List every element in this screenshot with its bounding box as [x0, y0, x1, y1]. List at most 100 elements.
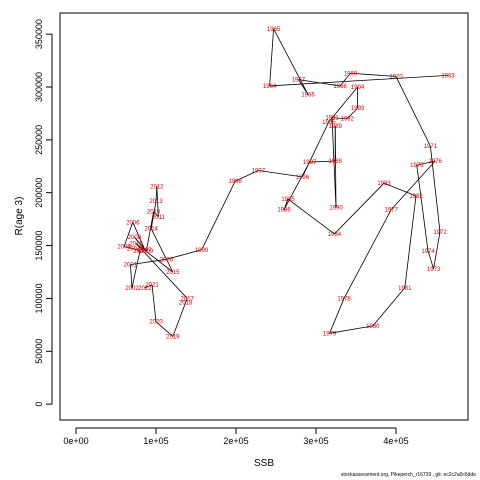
- year-label-2020: 2020: [149, 320, 163, 326]
- trajectory-segment-1999-2000: [166, 249, 202, 260]
- year-label-1987: 1987: [303, 160, 317, 166]
- trajectory-segment-1981-1982: [404, 195, 417, 288]
- trajectory-segment-1970-1971: [395, 76, 431, 147]
- trajectory-segment-1978-1979: [329, 298, 345, 334]
- trajectory-segment-2014-2015: [150, 228, 174, 273]
- trajectory-segment-1991-1992: [331, 117, 348, 120]
- year-label-2002: 2002: [125, 286, 139, 292]
- year-label-2004: 2004: [127, 247, 141, 253]
- year-label-1978: 1978: [337, 296, 351, 302]
- year-label-1969: 1969: [344, 71, 358, 77]
- year-label-2012: 2012: [150, 184, 164, 190]
- year-label-2014: 2014: [145, 227, 159, 233]
- trajectory-segment-1977-1978: [343, 209, 392, 299]
- year-label-1977: 1977: [385, 208, 399, 214]
- year-label-2007: 2007: [138, 248, 152, 254]
- trajectory-segment-1980-1981: [372, 287, 406, 327]
- y-axis: 0 50000 100000 150000 200000 250000 300000 3500…: [34, 19, 53, 407]
- trajectory-segment-1971-1972: [430, 146, 441, 232]
- trajectory-segment-2020-2021: [151, 284, 157, 322]
- trajectory-segment-1990-1991: [331, 117, 337, 208]
- year-label-1994: 1994: [351, 85, 365, 91]
- y-tick-label: 100000: [34, 283, 44, 313]
- trajectory-segment-2002-2003: [131, 250, 141, 288]
- trajectory-segment-2009-2010: [146, 211, 154, 251]
- year-label-1971: 1971: [424, 144, 438, 150]
- y-tick-label: 300000: [34, 72, 44, 102]
- trajectory-segment-1987-1988: [309, 160, 336, 163]
- x-tick-label: 3e+05: [303, 436, 328, 446]
- trajectory-segment-2000-2001: [130, 258, 167, 265]
- trajectory-segment-1973-1974: [427, 250, 434, 269]
- trajectory-segment-1968-1969: [339, 73, 351, 87]
- y-tick-label: 50000: [34, 339, 44, 364]
- year-label-1988: 1988: [329, 159, 343, 165]
- trajectory-segment-1982-1983: [383, 182, 417, 197]
- y-tick-label: 250000: [34, 125, 44, 155]
- trajectory-segment-2016-2017: [135, 243, 188, 299]
- year-label-1983: 1983: [377, 181, 391, 187]
- year-label-2011: 2011: [152, 215, 166, 221]
- trajectory-segment-1983-1984: [334, 182, 385, 235]
- year-label-2003: 2003: [133, 249, 147, 255]
- x-tick-label: 4e+05: [383, 436, 408, 446]
- year-label-2013: 2013: [149, 199, 163, 205]
- year-label-2016: 2016: [129, 241, 143, 247]
- year-label-2022: 2022: [138, 286, 152, 292]
- year-label-1972: 1972: [433, 230, 447, 236]
- trajectory-segment-1984-1985: [287, 198, 335, 235]
- trajectory-segment-1969-1970: [350, 72, 397, 77]
- trajectory-segment-1994-1995: [328, 86, 358, 123]
- year-label-1964: 1964: [263, 84, 277, 90]
- year-label-2015: 2015: [166, 270, 180, 276]
- y-tick-label: 350000: [34, 19, 44, 49]
- year-label-1995: 1995: [322, 120, 336, 126]
- trajectory-segment-1964-1965: [269, 28, 274, 86]
- year-label-1970: 1970: [389, 74, 403, 80]
- trajectory-segment-1967-1968: [298, 79, 341, 87]
- year-label-1979: 1979: [323, 331, 337, 337]
- year-label-1968: 1968: [333, 84, 347, 90]
- year-label-1998: 1998: [229, 179, 243, 185]
- trajectory-segment-1972-1973: [433, 231, 441, 269]
- x-tick-label: 1e+05: [143, 436, 168, 446]
- trajectory-segment-1974-1975: [416, 165, 429, 251]
- trajectory-segment-1998-1999: [201, 180, 236, 250]
- trajectory-segment-1976-1977: [390, 160, 436, 210]
- year-label-1991: 1991: [325, 116, 339, 122]
- trajectory-segment-2017-2018: [185, 298, 188, 303]
- trajectory-segment-1966-1967: [298, 79, 309, 95]
- trajectory-segment-1997-1998: [235, 170, 259, 182]
- year-label-1973: 1973: [427, 267, 441, 273]
- year-label-2010: 2010: [147, 210, 161, 216]
- year-label-1974: 1974: [421, 249, 435, 255]
- trajectory-segment-2001-2002: [130, 264, 133, 288]
- trajectory-segment-1965-1966: [273, 28, 309, 95]
- trajectory-segment-2021-2022: [144, 284, 153, 289]
- year-label-1985: 1985: [281, 197, 295, 203]
- year-label-2018: 2018: [179, 301, 193, 307]
- x-axis-title: SSB: [254, 458, 274, 469]
- year-label-2006: 2006: [126, 220, 140, 226]
- year-label-2000: 2000: [160, 257, 174, 263]
- year-labels: 1963 1964 1965 1966 1967 1968 1969 1970 1971 1972…: [117, 27, 455, 341]
- trajectory-segment-2013-2014: [150, 201, 157, 229]
- y-tick-label: 150000: [34, 231, 44, 261]
- year-label-1984: 1984: [328, 232, 342, 238]
- x-tick-label: 0e+00: [63, 436, 88, 446]
- year-label-2008: 2008: [128, 235, 142, 241]
- year-label-1966: 1966: [301, 92, 315, 98]
- trajectory-segment-1996-1997: [258, 170, 303, 178]
- trajectory-segment-2008-2009: [134, 236, 147, 252]
- trajectory-segment-1992-1993: [346, 107, 358, 119]
- trajectory-segment-2015-2016: [135, 243, 174, 273]
- trajectory-segment-2003-2004: [133, 248, 141, 252]
- trajectory-segment-1995-1996: [302, 121, 330, 178]
- year-label-1993: 1993: [351, 106, 365, 112]
- year-label-1982: 1982: [409, 194, 423, 200]
- y-axis-title: R(age 3): [14, 197, 25, 236]
- year-label-2001: 2001: [124, 263, 138, 269]
- trajectory-segment-1989-1990: [334, 126, 337, 208]
- year-label-1990: 1990: [329, 206, 343, 212]
